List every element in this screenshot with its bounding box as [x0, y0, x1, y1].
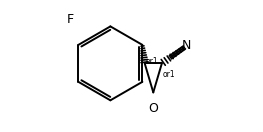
Text: N: N	[181, 39, 191, 52]
Text: or1: or1	[163, 70, 175, 79]
Text: F: F	[67, 13, 74, 26]
Text: O: O	[148, 102, 158, 115]
Text: or1: or1	[145, 57, 158, 66]
